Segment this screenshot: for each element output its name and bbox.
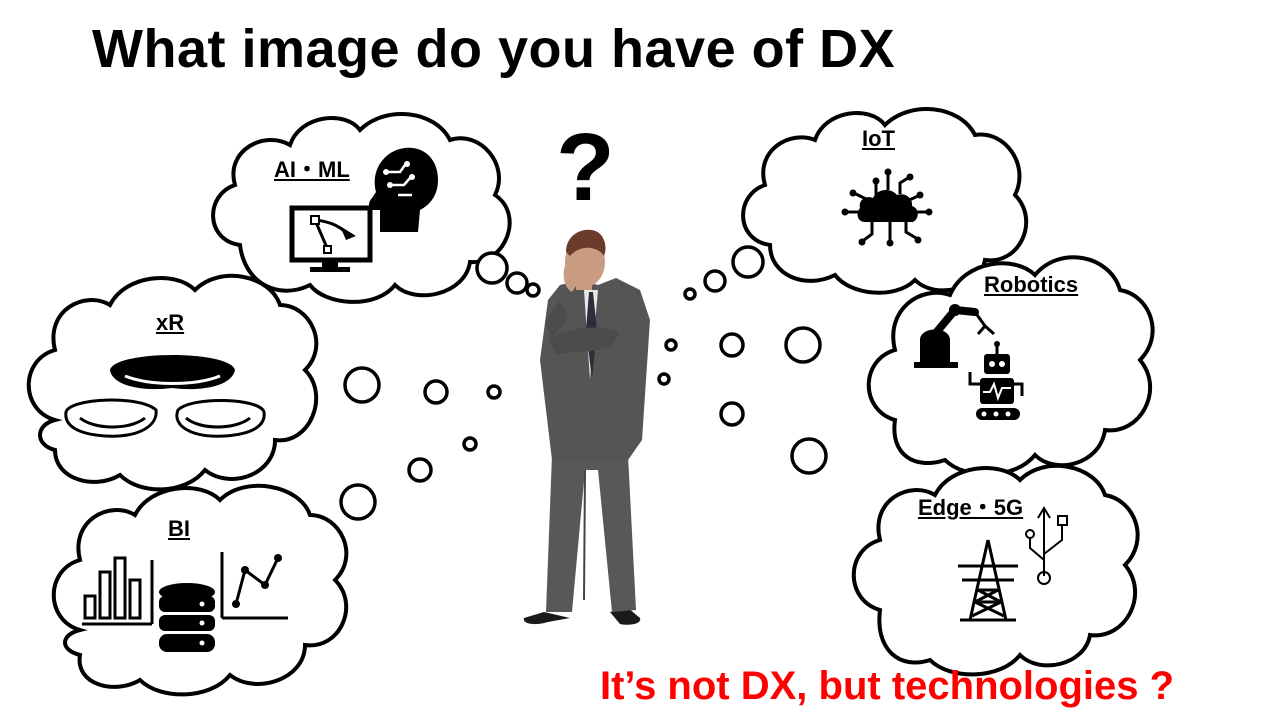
label-robotics: Robotics [984, 272, 1079, 297]
database-icon [159, 583, 215, 652]
label-iot: IoT [862, 126, 895, 151]
label-ai-ml: AI・ML [274, 157, 350, 182]
slide-title: What image do you have of DX [92, 19, 896, 79]
vr-goggles-icon [110, 355, 235, 390]
robot-arm-icon [914, 304, 995, 368]
robot-icon [968, 341, 1024, 420]
thinking-businessman [523, 229, 650, 625]
power-tower-icon [958, 539, 1018, 622]
label-edge-5g: Edge・5G [918, 495, 1024, 520]
caption: It’s not DX, but technologies ? [600, 664, 1175, 708]
label-xr: xR [156, 310, 185, 335]
ar-glasses-icon [64, 398, 266, 438]
monitor-vector-icon [289, 205, 373, 272]
thought-dots [339, 245, 828, 521]
question-mark: ? [556, 114, 615, 221]
usb-symbol-icon [1025, 506, 1068, 585]
iot-cloud-network-icon [841, 168, 933, 247]
label-bi: BI [168, 516, 190, 541]
line-graph-icon [220, 552, 288, 620]
bar-chart-icon [82, 556, 154, 626]
brain-head-icon [369, 147, 438, 232]
